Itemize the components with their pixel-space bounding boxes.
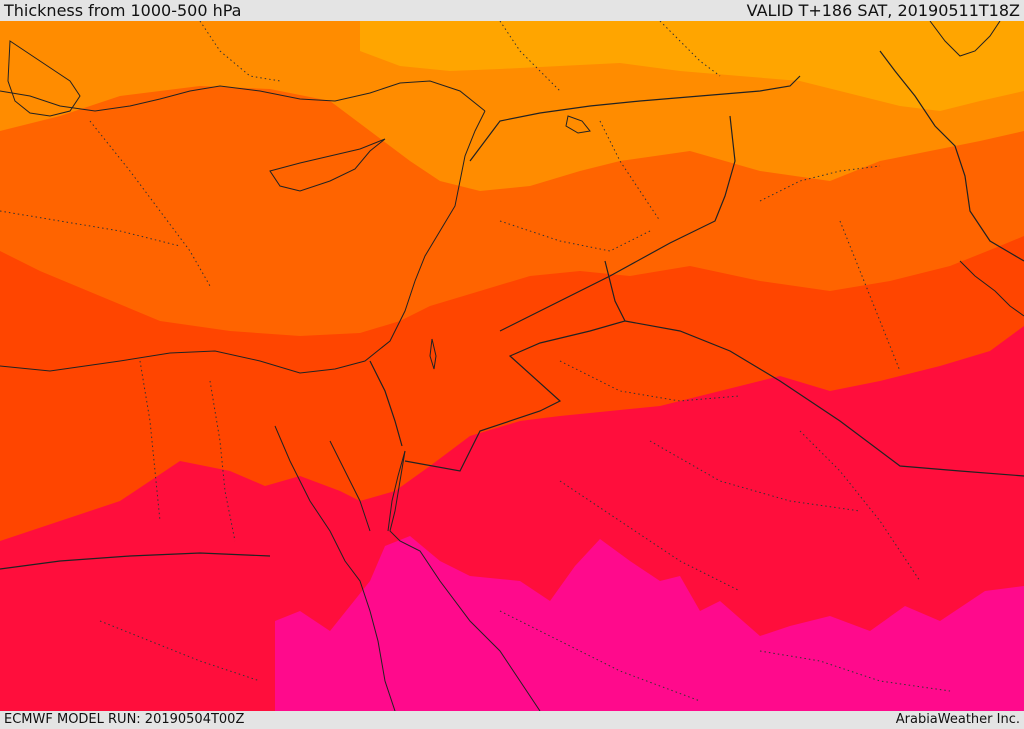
map-title: Thickness from 1000-500 hPa <box>4 1 242 20</box>
header-bar: Thickness from 1000-500 hPa VALID T+186 … <box>0 0 1024 21</box>
jordan-saudi-border <box>404 260 626 472</box>
gulf-coastline <box>959 260 1024 317</box>
valid-time: VALID T+186 SAT, 20190511T18Z <box>746 1 1020 20</box>
cyprus-coastline <box>269 138 386 192</box>
province-line-3 <box>139 360 161 522</box>
egypt-sudan-border <box>0 552 271 570</box>
province-line-5 <box>559 360 741 402</box>
aegean-islands-coastline <box>7 40 81 117</box>
province-line-17 <box>499 610 701 702</box>
province-line-7 <box>559 480 741 592</box>
suez-gulf-coastline <box>329 440 371 532</box>
province-line-14 <box>499 21 561 92</box>
thickness-map <box>0 21 1024 711</box>
credit: ArabiaWeather Inc. <box>895 712 1020 727</box>
dead-sea-coastline <box>429 338 437 370</box>
red-sea-east-coastline <box>389 450 541 711</box>
band-1-area <box>360 21 1024 111</box>
egypt-israel-border <box>369 360 403 447</box>
province-line-6 <box>649 440 861 512</box>
band-6-area <box>275 536 1024 711</box>
province-line-10 <box>499 220 651 252</box>
iran-iraq-border <box>879 50 1024 262</box>
lake-van-coastline <box>565 115 591 134</box>
province-line-8 <box>799 430 921 582</box>
model-run: ECMWF MODEL RUN: 20190504T00Z <box>4 712 245 727</box>
red-sea-west-coastline <box>274 425 396 711</box>
province-borders <box>0 21 951 702</box>
province-line-4 <box>209 380 236 542</box>
turkey-syria-border <box>469 75 801 162</box>
province-line-13 <box>199 21 281 82</box>
caspian-coastline <box>929 21 1001 57</box>
aqaba-gulf-coastline <box>387 450 406 532</box>
province-line-2 <box>0 210 181 247</box>
iraq-saudi-border <box>624 320 1024 477</box>
country-borders <box>0 50 1024 570</box>
province-line-15 <box>659 21 721 77</box>
footer-bar: ECMWF MODEL RUN: 20190504T00Z ArabiaWeat… <box>0 711 1024 729</box>
levant-coastline <box>0 110 486 374</box>
anatolia-coastline <box>0 80 486 112</box>
coastlines <box>0 21 1024 711</box>
syria-iraq-border <box>499 115 736 332</box>
